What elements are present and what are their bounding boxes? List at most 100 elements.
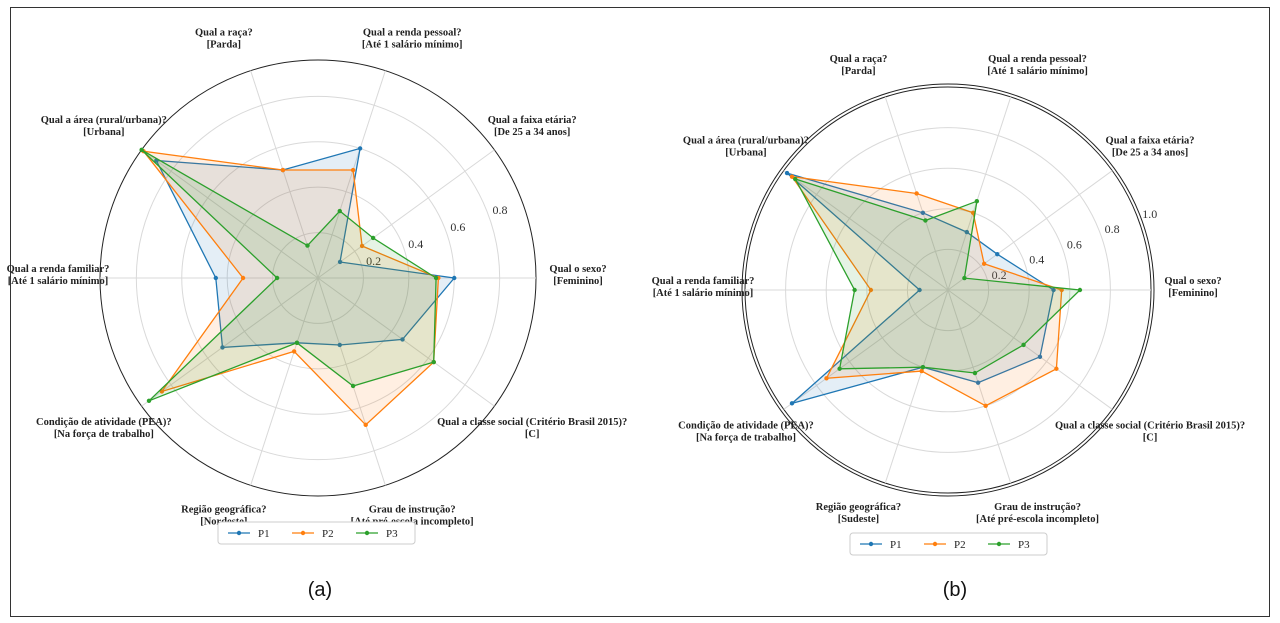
- spoke-line: [947, 289, 1012, 484]
- spoke-line: [783, 289, 949, 410]
- data-point-p1: [452, 275, 457, 281]
- legend-swatch-marker: [364, 530, 370, 536]
- data-point-p3: [274, 275, 280, 281]
- legend-swatch-marker: [300, 530, 306, 536]
- category-question: Condição de atividade (PEA)?: [678, 420, 814, 431]
- category-question: Grau de instrução?: [369, 504, 456, 515]
- data-point-p2: [789, 174, 795, 179]
- spoke-line: [317, 149, 495, 279]
- legend: P1 P2 P3: [849, 532, 1048, 556]
- data-point-p3: [431, 359, 436, 365]
- category-label: Qual o sexo? [Feminino]: [1164, 276, 1221, 299]
- data-point-p3: [923, 218, 928, 223]
- legend-frame: [849, 532, 1048, 556]
- legend-frame: [217, 521, 416, 545]
- legend-swatch-marker: [236, 530, 242, 536]
- data-point-p1: [337, 259, 343, 265]
- radial-tick-label: 0.6: [1067, 237, 1082, 251]
- category-answer: [De 25 a 34 anos]: [494, 127, 570, 138]
- category-label: Qual a faixa etária? [De 25 a 34 anos]: [488, 115, 577, 138]
- category-label: Qual a área (rural/urbana)? [Urbana]: [41, 115, 167, 138]
- spoke-line: [947, 170, 1113, 291]
- data-point-p1: [1037, 354, 1043, 360]
- spoke-line: [317, 277, 495, 407]
- category-label: Grau de instrução?[Até pré-escola incomp…: [976, 502, 1099, 525]
- data-point-p3: [305, 243, 310, 248]
- category-answer: [De 25 a 34 anos]: [1112, 148, 1188, 159]
- legend-swatch-marker: [932, 541, 938, 547]
- data-point-p3: [337, 208, 342, 214]
- category-label: Qual a raça? [Parda]: [830, 54, 888, 77]
- category-answer: [Até 1 salário mínimo]: [8, 276, 109, 287]
- data-point-p2: [291, 349, 297, 354]
- category-question: Qual a renda familiar?: [7, 264, 110, 275]
- category-answer: [Parda]: [841, 66, 875, 77]
- data-point-p3: [793, 176, 798, 182]
- spoke-line: [884, 289, 949, 484]
- category-answer: [Sudeste]: [838, 514, 879, 525]
- data-point-p1: [213, 275, 219, 281]
- data-point-p2: [868, 287, 874, 293]
- category-question: Grau de instrução?: [994, 502, 1081, 513]
- data-point-p3: [837, 366, 842, 371]
- category-question: Qual a classe social (Critério Brasil 20…: [1055, 420, 1245, 431]
- spoke-line: [317, 70, 386, 279]
- category-question: Qual a renda pessoal?: [363, 28, 462, 39]
- category-question: Qual a faixa etária?: [1106, 136, 1195, 147]
- category-question: Qual a raça?: [830, 54, 888, 65]
- data-point-p1: [784, 170, 790, 176]
- figure-caption: (a): [308, 579, 332, 601]
- category-answer: [Feminino]: [553, 276, 603, 287]
- category-answer: [Na força de trabalho]: [696, 432, 796, 443]
- category-question: Qual o sexo?: [549, 264, 606, 275]
- category-label: Qual a renda pessoal? [Até 1 salário míni…: [987, 54, 1088, 77]
- category-label: Qual a área (rural/urbana)? [Urbana]: [683, 136, 809, 159]
- category-answer: [Na força de trabalho]: [54, 429, 154, 440]
- legend-swatch-marker: [868, 541, 874, 547]
- spoke-line: [250, 277, 319, 486]
- category-label: Qual a renda familiar? [Até 1 salário mín…: [7, 264, 110, 287]
- data-point-p2: [981, 261, 987, 266]
- data-point-p1: [1051, 287, 1056, 293]
- category-label: Qual a classe social (Critério Brasil 20…: [437, 417, 627, 440]
- outer-ring: [741, 83, 1155, 497]
- data-point-p1: [789, 401, 795, 406]
- legend-label-p2: P2: [322, 528, 334, 540]
- data-point-p2: [914, 191, 919, 196]
- radial-tick-label: 0.4: [1029, 253, 1044, 267]
- category-label: Qual a renda pessoal? [Até 1 salário míni…: [362, 28, 463, 51]
- data-point-p3: [146, 398, 152, 403]
- data-point-p3: [1021, 342, 1026, 348]
- spoke-line: [141, 277, 319, 407]
- data-point-p1: [964, 229, 970, 235]
- category-question: Qual a renda pessoal?: [988, 54, 1087, 65]
- category-question: Qual a faixa etária?: [488, 115, 577, 126]
- spoke-line: [250, 70, 319, 279]
- radial-tick-label: 0.2: [366, 254, 381, 268]
- data-point-p3: [350, 383, 356, 389]
- category-question: Qual a classe social (Critério Brasil 20…: [437, 417, 627, 428]
- data-point-p3: [962, 275, 967, 281]
- legend-label-p3: P3: [386, 528, 398, 540]
- category-answer: [Urbana]: [725, 148, 766, 159]
- spoke-line: [141, 149, 319, 279]
- data-point-p3: [920, 365, 926, 370]
- category-question: Região geográfica?: [181, 504, 266, 515]
- spoke-line: [783, 170, 949, 291]
- data-point-p2: [983, 403, 988, 409]
- data-point-p1: [357, 146, 363, 151]
- data-point-p3: [1077, 287, 1083, 293]
- radial-tick-label: 0.6: [450, 220, 465, 234]
- legend-label-p2: P2: [954, 539, 966, 551]
- category-answer: [Urbana]: [83, 127, 124, 138]
- category-label: Qual a faixa etária? [De 25 a 34 anos]: [1106, 136, 1195, 159]
- data-point-p3: [139, 147, 144, 153]
- category-question: Região geográfica?: [816, 502, 901, 513]
- category-label: Qual o sexo? [Feminino]: [549, 264, 606, 287]
- data-point-p1: [220, 345, 225, 350]
- category-answer: [C]: [525, 429, 540, 440]
- legend-label-p1: P1: [258, 528, 270, 540]
- data-point-p1: [975, 380, 981, 385]
- category-question: Qual a área (rural/urbana)?: [683, 136, 809, 147]
